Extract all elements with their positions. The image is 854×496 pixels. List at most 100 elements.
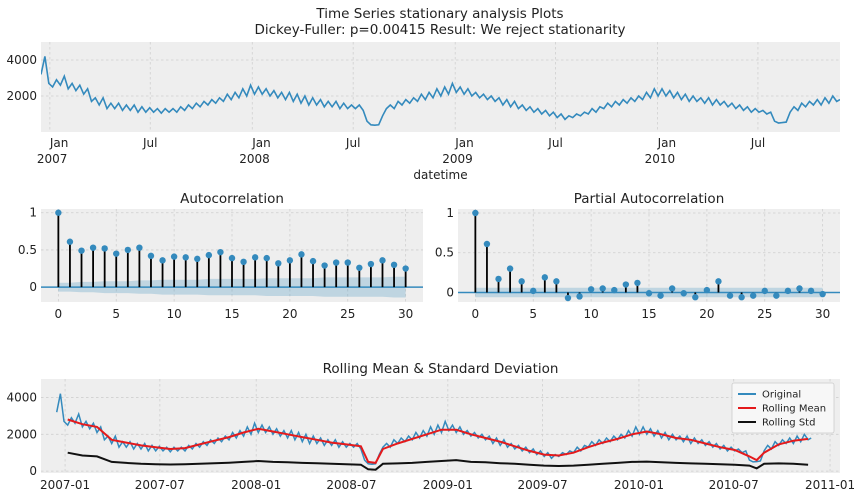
timeseries-xtick-3: Jul [345, 136, 360, 150]
rolling-xtick-5: 2009-07 [518, 478, 568, 492]
acf-marker-3 [89, 244, 97, 251]
rolling-xtick-0: 2007-01 [40, 478, 90, 492]
acf-marker-27 [367, 260, 375, 268]
timeseries-xtick-year-6: 2010 [645, 152, 676, 166]
acf-marker-21 [298, 251, 305, 258]
pacf-marker-3 [506, 265, 514, 272]
pacf-marker-16 [657, 292, 664, 299]
pacf-marker-12 [611, 286, 618, 294]
rolling-xtick-4: 2009-01 [423, 478, 473, 492]
pacf-marker-20 [703, 286, 711, 294]
pacf-marker-30 [819, 290, 826, 298]
acf-marker-2 [78, 247, 85, 254]
figure-title: Time Series stationary analysis Plots [315, 6, 563, 22]
rolling-xtick-6: 2010-01 [614, 478, 664, 492]
legend-label-1: Rolling Mean [762, 404, 826, 415]
timeseries-xtick-7: Jul [750, 136, 765, 150]
rolling-ytick-2: 4000 [6, 390, 37, 404]
pacf-marker-17 [668, 285, 676, 292]
acf-marker-9 [159, 257, 166, 264]
timeseries-ytick-0: 2000 [6, 89, 37, 103]
acf-xtick-2: 10 [166, 307, 181, 321]
rolling-series-rolling-std [67, 451, 809, 471]
acf-marker-20 [286, 257, 294, 264]
figure-subtitle: Dickey-Fuller: p=0.00415 Result: We reje… [254, 22, 625, 38]
timeseries-xtick-5: Jul [547, 136, 562, 150]
acf-marker-8 [147, 252, 155, 260]
acf-marker-23 [321, 262, 328, 269]
legend-box [731, 382, 835, 434]
rolling-title: Rolling Mean & Standard Deviation [323, 361, 559, 377]
rolling-xtick-7: 2010-07 [709, 478, 759, 492]
pacf-marker-15 [645, 290, 653, 297]
acf-marker-28 [379, 257, 386, 264]
pacf-marker-1 [483, 240, 491, 248]
acf-marker-7 [136, 244, 143, 251]
pacf-marker-25 [761, 287, 768, 295]
acf-xtick-6: 30 [398, 307, 413, 321]
pacf-marker-4 [518, 278, 525, 285]
pacf-marker-9 [576, 293, 583, 300]
acf-marker-22 [309, 257, 317, 265]
pacf-marker-11 [599, 285, 606, 292]
pacf-marker-2 [495, 275, 502, 283]
rolling-xtick-3: 2008-07 [326, 478, 376, 492]
legend-label-0: Original [762, 390, 801, 401]
pacf-marker-5 [530, 287, 537, 295]
timeseries-xtick-year-0: 2007 [37, 152, 68, 166]
pacf-ytick-2: 1 [446, 206, 454, 220]
acf-marker-18 [263, 254, 270, 262]
acf-xtick-4: 20 [282, 307, 297, 321]
rolling-xtick-1: 2007-07 [135, 478, 185, 492]
acf-marker-5 [113, 250, 120, 257]
acf-marker-10 [170, 253, 178, 260]
timeseries-xtick-6: Jan [657, 136, 677, 150]
pacf-marker-24 [749, 292, 757, 299]
timeseries-xtick-1: Jul [142, 136, 157, 150]
pacf-marker-21 [715, 278, 722, 285]
acf-marker-14 [217, 248, 224, 256]
acf-marker-16 [240, 258, 247, 266]
pacf-marker-18 [680, 290, 687, 297]
acf-marker-4 [101, 245, 108, 252]
timeseries-xtick-4: Jan [454, 136, 474, 150]
acf-marker-12 [194, 255, 201, 263]
pacf-marker-27 [784, 287, 792, 295]
pacf-marker-22 [726, 292, 734, 299]
acf-xtick-0: 0 [55, 307, 63, 321]
acf-marker-25 [344, 259, 351, 266]
timeseries-xtick-year-2: 2008 [239, 152, 270, 166]
acf-marker-19 [275, 260, 282, 267]
acf-marker-17 [251, 254, 259, 261]
acf-marker-29 [390, 261, 398, 268]
pacf-xtick-6: 30 [815, 307, 830, 321]
acf-marker-15 [228, 254, 236, 262]
pacf-xtick-5: 25 [757, 307, 772, 321]
pacf-marker-19 [692, 294, 699, 301]
acf-xtick-1: 5 [112, 307, 120, 321]
pacf-marker-26 [773, 292, 780, 299]
pacf-marker-7 [553, 278, 560, 285]
pacf-xtick-1: 5 [529, 307, 537, 321]
acf-ytick-1: 0.5 [18, 243, 37, 257]
acf-ytick-2: 1 [29, 206, 37, 220]
rolling-series-rolling-mean [67, 418, 809, 464]
acf-xtick-5: 25 [340, 307, 355, 321]
legend-label-2: Rolling Std [762, 418, 815, 429]
pacf-xtick-3: 15 [641, 307, 656, 321]
acf-marker-26 [356, 264, 363, 271]
acf-marker-30 [402, 265, 409, 272]
acf-marker-0 [55, 209, 62, 216]
rolling-background [41, 379, 840, 473]
pacf-marker-0 [472, 209, 479, 217]
pacf-xtick-4: 20 [699, 307, 714, 321]
timeseries-xtick-0: Jan [49, 136, 68, 150]
pacf-ytick-1: 0.5 [435, 246, 454, 260]
acf-marker-1 [66, 238, 74, 245]
pacf-marker-23 [738, 294, 745, 301]
rolling-ytick-0: 0 [29, 464, 37, 478]
rolling-ytick-1: 2000 [6, 427, 37, 441]
pacf-title: Partial Autocorrelation [574, 191, 725, 207]
timeseries-ytick-1: 4000 [6, 53, 37, 67]
